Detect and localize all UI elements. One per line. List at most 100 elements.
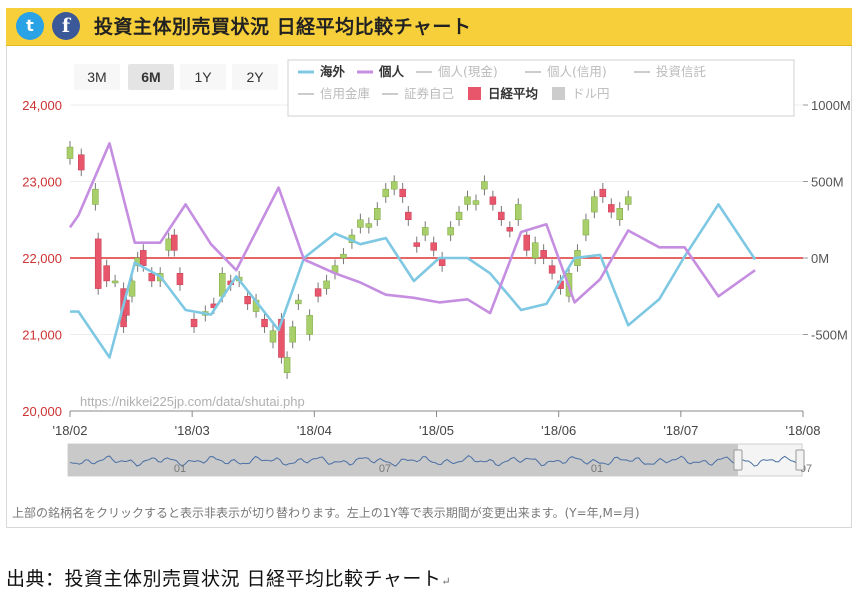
legend-item[interactable]: 証券自己: [382, 86, 454, 101]
legend-frame: [287, 59, 795, 117]
navigator-label: 01: [591, 463, 603, 475]
x-axis-tick: '18/04: [297, 423, 332, 438]
legend-item[interactable]: 海外: [298, 64, 346, 79]
range-button-bg: [180, 64, 226, 90]
candle-body: [447, 227, 454, 236]
legend-item[interactable]: 投資信託: [634, 64, 707, 79]
candle: [374, 202, 381, 226]
candle: [269, 324, 277, 349]
candle: [382, 183, 390, 203]
candle-body: [171, 234, 178, 251]
candle: [438, 251, 446, 272]
candle: [244, 290, 251, 311]
right-axis-tick: -500M: [811, 328, 848, 343]
candle-body: [190, 318, 198, 328]
right-axis-tick: 500M: [811, 175, 844, 190]
candle: [261, 313, 268, 333]
candle-body: [269, 330, 277, 343]
legend-item[interactable]: 日経平均: [468, 86, 538, 101]
navigator-series: [69, 454, 801, 467]
candle-body: [582, 219, 590, 236]
x-axis-tick: '18/02: [52, 423, 87, 438]
candle-body: [624, 196, 632, 205]
candle: [405, 205, 412, 226]
candle-body: [548, 265, 556, 274]
range-button-bg: [74, 64, 120, 90]
series-line-individual: [68, 142, 756, 315]
legend-item[interactable]: 個人(信用): [525, 64, 607, 79]
candle-body: [489, 196, 497, 205]
candle-body: [357, 219, 364, 228]
candle-body: [244, 296, 251, 305]
legend-label: 個人: [378, 64, 405, 79]
left-axis-tick: 22,000: [22, 251, 62, 266]
candle: [523, 228, 530, 257]
legend-label: 海外: [320, 64, 346, 79]
legend-item[interactable]: 信用金庫: [298, 86, 370, 101]
range-button-2y[interactable]: 2Y: [232, 64, 278, 90]
candle: [498, 205, 505, 226]
left-axis-tick: 21,000: [22, 328, 62, 343]
candle: [306, 309, 313, 341]
chart-title: 投資主体別売買状況 日経平均比較チャート: [94, 16, 472, 38]
right-axis-tick: 1000M: [811, 98, 851, 113]
candle-body: [365, 223, 373, 228]
candle-body: [506, 227, 514, 232]
candle: [481, 175, 488, 196]
facebook-icon[interactable]: f: [52, 12, 80, 40]
range-button-1y[interactable]: 1Y: [180, 64, 226, 90]
navigator-selection: [68, 444, 738, 476]
legend-label: 信用金庫: [320, 86, 370, 101]
candle-body: [523, 234, 530, 251]
chart-header: t f 投資主体別売買状況 日経平均比較チャート: [6, 8, 852, 46]
candle-body: [515, 204, 522, 220]
range-button-bg: [232, 64, 278, 90]
candle: [103, 259, 110, 288]
range-button-6m[interactable]: 6M: [128, 64, 174, 90]
legend-item[interactable]: 個人(現金): [416, 64, 498, 79]
candle-body: [66, 146, 74, 159]
twitter-icon[interactable]: t: [16, 12, 44, 40]
candle-body: [591, 196, 598, 213]
candle: [548, 259, 556, 280]
range-button-3m[interactable]: 3M: [74, 64, 120, 90]
candle-body: [472, 200, 480, 205]
candle-body: [421, 227, 429, 236]
candle: [464, 190, 471, 211]
candle-body: [103, 265, 110, 282]
range-button-label: 2Y: [246, 69, 264, 85]
x-axis-tick: '18/08: [785, 423, 820, 438]
navigator-handle[interactable]: [795, 449, 805, 471]
candle: [599, 183, 607, 203]
candle: [171, 228, 178, 257]
candle: [506, 221, 514, 238]
legend-label: 証券自己: [404, 86, 454, 101]
candle: [357, 213, 364, 234]
candle: [472, 194, 480, 211]
candle-body: [374, 208, 381, 220]
candle: [111, 274, 119, 288]
left-axis-tick: 20,000: [22, 404, 62, 419]
x-axis-tick: '18/07: [663, 423, 698, 438]
candle-body: [314, 288, 322, 297]
candle-body: [283, 357, 291, 374]
legend-item[interactable]: ドル円: [552, 86, 610, 101]
series-line-foreign: [70, 203, 757, 359]
candle-body: [94, 238, 102, 289]
candle-body: [413, 242, 421, 247]
candle: [624, 190, 632, 211]
legend-item[interactable]: 個人: [357, 64, 405, 79]
range-button-label: 3M: [87, 69, 106, 85]
navigator-label: 01: [174, 463, 186, 475]
caption-text: 出典：投資主体別売買状況 日経平均比較チャート: [6, 568, 442, 590]
legend-swatch: [552, 87, 565, 100]
candle-body: [148, 273, 156, 282]
candle: [399, 183, 406, 203]
legend-label: 個人(信用): [547, 64, 607, 79]
candle-body: [455, 211, 463, 221]
candle-body: [599, 188, 607, 198]
navigator-handle[interactable]: [733, 449, 743, 471]
candle: [78, 148, 85, 177]
